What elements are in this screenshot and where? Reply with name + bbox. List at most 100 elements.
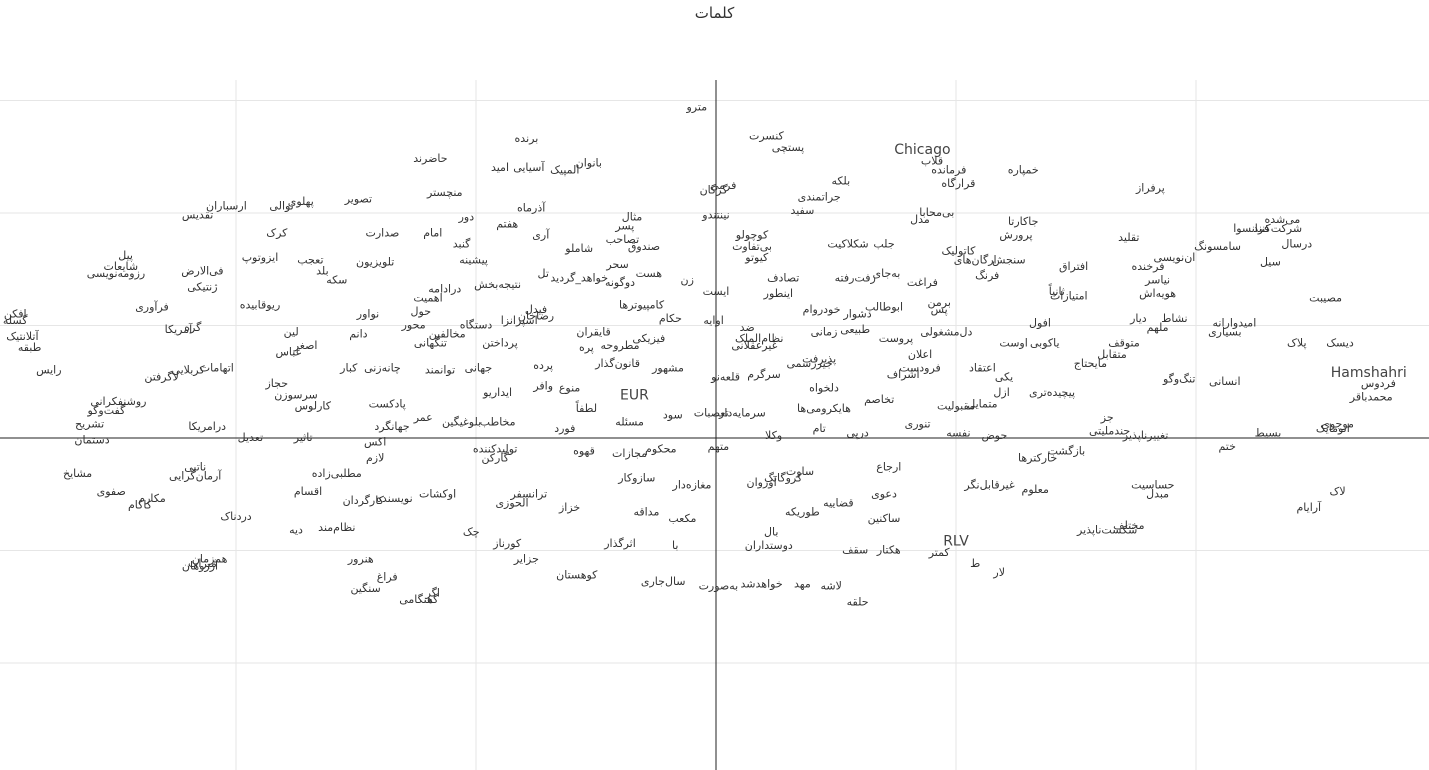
word-label: جز	[1100, 411, 1114, 424]
word-label: مقبولیت	[937, 400, 975, 413]
word-label: تعصبات	[694, 406, 729, 419]
word-label: نظام‌مند	[318, 521, 355, 534]
word-label: کیوتو	[744, 251, 769, 264]
word-label: ارگان‌های	[954, 253, 997, 266]
word-label: پس	[931, 303, 948, 316]
word-label: بلوغیگین	[442, 415, 481, 428]
word-label: سامسونگ	[1194, 240, 1241, 253]
word-label: نشاط	[1161, 312, 1187, 325]
word-label: فراغت	[907, 276, 938, 289]
word-label: لاک	[1330, 485, 1346, 498]
word-label: ایزوتوپ	[242, 251, 279, 264]
word-label: Hamshahri	[1331, 365, 1407, 381]
word-label: سرگرم	[747, 368, 780, 381]
word-label: آوروان	[747, 475, 778, 489]
word-label: جندملیتی	[1089, 424, 1130, 437]
word-label: جاکارتا	[1008, 215, 1038, 228]
word-label: ضد	[740, 321, 755, 334]
word-label: مکعب	[668, 512, 696, 525]
word-label: قایقران	[576, 325, 610, 338]
word-label: شکلاکیت	[827, 238, 868, 251]
word-label: توالی	[269, 199, 293, 212]
word-label: اصغر	[293, 339, 318, 352]
word-label: جهانگرد	[374, 420, 409, 433]
word-label: پذیرفت	[802, 352, 836, 365]
word-label: ناتیی	[184, 460, 206, 473]
word-label: ط	[970, 557, 980, 570]
word-label: لار	[992, 566, 1005, 579]
word-label: جلب	[873, 238, 894, 251]
word-label: رضاخان	[518, 310, 554, 323]
word-label: کاکام	[128, 499, 153, 512]
word-label: تعجب	[297, 253, 323, 266]
word-label: ثانیاً	[1049, 282, 1065, 297]
word-label: درادامه	[428, 283, 461, 296]
word-label: دستگاه	[460, 319, 493, 332]
word-label: محور	[401, 319, 426, 332]
word-label: نفسه	[946, 427, 970, 440]
word-label: افکن	[4, 307, 27, 320]
word-label: دردناک	[220, 510, 251, 523]
word-label: سفید	[790, 204, 814, 217]
word-label: EUR	[620, 387, 649, 403]
word-label: کوهستان	[556, 568, 598, 581]
word-label: سود	[663, 409, 683, 422]
word-label: هکتار	[876, 544, 901, 557]
word-label: اکس	[364, 436, 386, 449]
word-label: محکوم	[645, 442, 677, 455]
word-label: وافر	[532, 379, 553, 392]
word-label: مطلبی‌زاده	[312, 467, 362, 480]
word-label: لازم	[366, 451, 384, 464]
word-label: امام	[423, 226, 442, 239]
word-label: دیار	[1129, 312, 1147, 325]
word-label: گرگان	[700, 184, 729, 197]
word-label: حول	[411, 305, 431, 318]
word-label: فرمانده	[931, 163, 966, 176]
word-label: دلخواه	[809, 382, 839, 395]
word-label: جهانی	[465, 361, 492, 374]
word-label: مهد	[794, 577, 811, 590]
word-label: سنگین	[350, 582, 380, 595]
word-label: پسر	[614, 220, 634, 233]
word-label: اوایه	[703, 314, 723, 327]
word-label: مطروحه	[601, 339, 640, 352]
word-label: تاثیر	[293, 431, 313, 444]
word-label: شرکت‌کنند	[1253, 222, 1302, 235]
word-label: لاگرفتن	[144, 370, 179, 383]
word-label: گره	[184, 321, 202, 334]
word-label: آرزوهان	[182, 558, 219, 572]
word-label: سقف	[842, 544, 868, 557]
word-label: تل	[537, 267, 548, 280]
word-label: فرنگ	[975, 269, 999, 282]
word-label: کروگانگ	[764, 472, 803, 485]
word-label: مشهور	[651, 361, 684, 374]
word-label: پلاک	[1287, 337, 1306, 350]
word-label: مغازه‌دار	[672, 478, 712, 491]
word-label: روشنفکرانی	[90, 395, 146, 408]
word-label: ساوت	[786, 465, 814, 478]
word-label: ازل	[993, 386, 1009, 399]
word-label: اوکشات	[419, 487, 456, 500]
word-label: هست	[636, 267, 663, 280]
word-label: آمریکا	[165, 322, 193, 336]
word-label: جیررسمی	[786, 357, 832, 370]
word-label: اقسام	[294, 485, 322, 498]
word-label: ابوطالب	[865, 301, 903, 314]
word-label: منچستر	[426, 186, 463, 199]
word-label: پستچی	[772, 141, 804, 154]
word-label: اسپرانزا	[501, 314, 538, 327]
word-label: متهم	[708, 440, 730, 453]
word-label: افول	[1029, 316, 1051, 329]
word-label: سرسوزن	[274, 388, 318, 401]
word-label: آرایام	[1296, 500, 1322, 514]
word-label: طبیعی	[840, 323, 870, 336]
word-label: ساکنین	[868, 512, 901, 525]
word-label: پرورش	[999, 229, 1032, 242]
word-label: حجاز	[265, 377, 289, 390]
word-label: کورناز	[492, 537, 522, 550]
word-label: خارکترها	[1018, 451, 1057, 464]
word-label: حساسیت	[1131, 478, 1174, 491]
word-label: تخاصم	[864, 393, 894, 406]
grid-lines	[0, 80, 1429, 770]
